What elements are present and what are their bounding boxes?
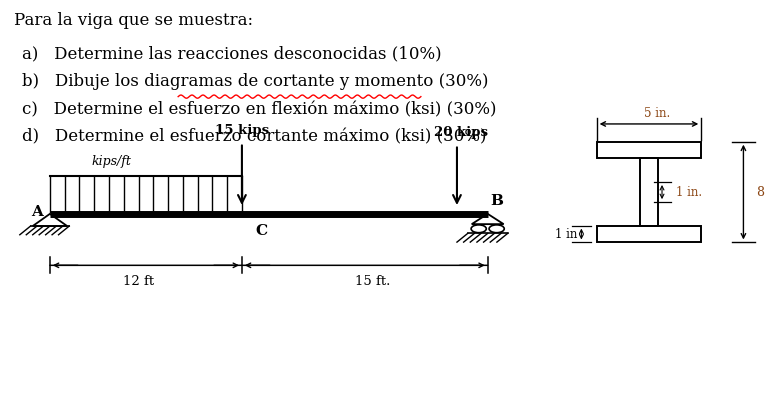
- Text: b)   Dibuje los diagramas de cortante y momento (30%): b) Dibuje los diagramas de cortante y mo…: [22, 73, 488, 90]
- Text: 15 kips: 15 kips: [215, 124, 269, 137]
- Text: B: B: [490, 194, 503, 208]
- Text: A: A: [31, 205, 43, 219]
- Text: Para la viga que se muestra:: Para la viga que se muestra:: [14, 12, 253, 29]
- Text: kips/ft: kips/ft: [91, 155, 131, 168]
- Text: 1 in: 1 in: [555, 228, 578, 240]
- Text: 12 ft: 12 ft: [123, 275, 154, 288]
- Bar: [597, 226, 701, 242]
- Text: 1 in.: 1 in.: [676, 186, 702, 198]
- Text: c)   Determine el esfuerzo en flexión máximo (ksi) (30%): c) Determine el esfuerzo en flexión máxi…: [22, 101, 496, 118]
- Text: 5 in.: 5 in.: [644, 107, 670, 120]
- Bar: [597, 142, 701, 158]
- Text: d)   Determine el esfuerzo cortante máximo (ksi) (30%): d) Determine el esfuerzo cortante máximo…: [22, 129, 486, 146]
- Text: 8 in: 8 in: [757, 186, 768, 198]
- Bar: [640, 158, 658, 226]
- Text: C: C: [255, 224, 267, 238]
- Text: a)   Determine las reacciones desconocidas (10%): a) Determine las reacciones desconocidas…: [22, 46, 441, 63]
- Text: 20 kips: 20 kips: [434, 126, 488, 139]
- Text: 15 ft.: 15 ft.: [355, 275, 390, 288]
